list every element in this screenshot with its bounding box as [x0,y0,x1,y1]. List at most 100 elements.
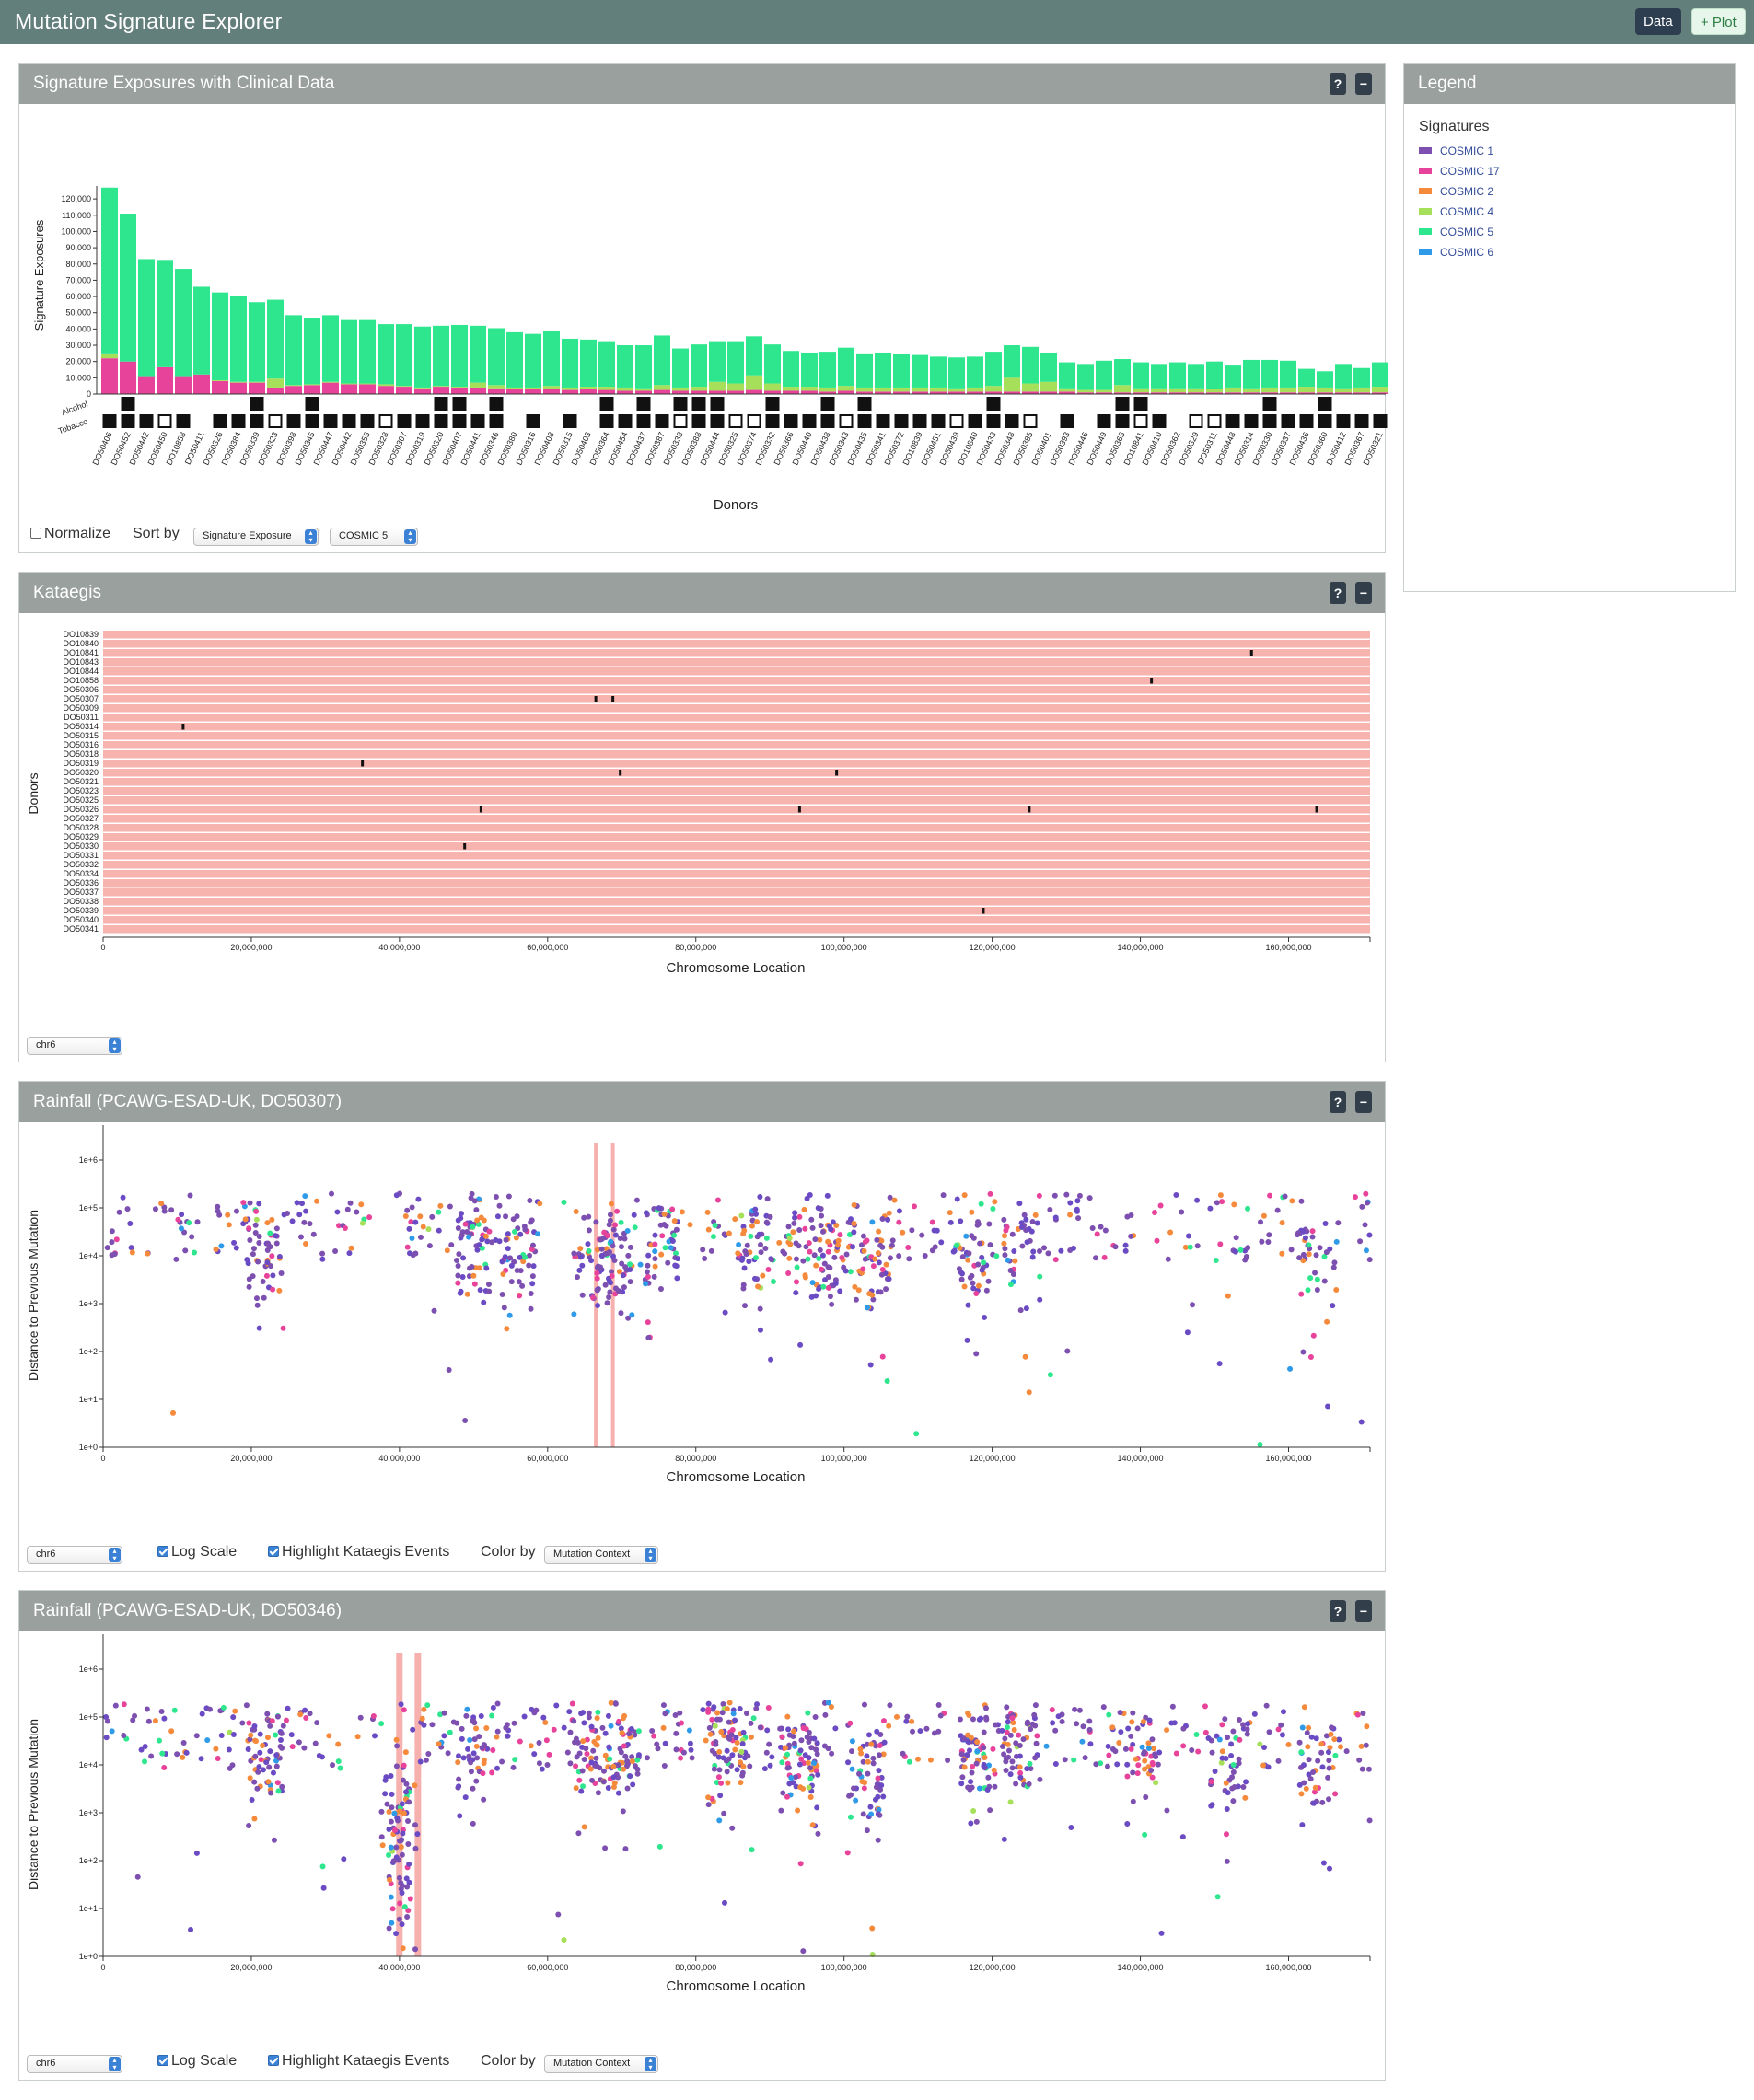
mutation-point [712,1223,718,1229]
mutation-point [1300,1228,1307,1235]
color-by-select[interactable]: Mutation Context ▴ ▾ [544,1546,658,1564]
mutation-point [1366,1232,1373,1238]
mutation-point [1027,1760,1033,1767]
help-button[interactable]: ? [1330,1600,1346,1622]
mutation-point [578,1788,585,1794]
mutation-point [142,1758,148,1765]
mutation-point [257,1731,263,1737]
mutation-point [1135,1762,1142,1769]
mutation-point [660,1724,667,1731]
donor-row [103,833,1370,841]
legend-label: COSMIC 5 [1440,226,1494,238]
mutation-point [598,1253,605,1259]
mutation-point [797,1861,804,1867]
mutation-point [1002,1735,1008,1742]
kataegis-event [1249,650,1253,656]
mutation-point [186,1220,192,1226]
mutation-point [618,1310,624,1317]
mutation-point [1300,1762,1307,1769]
mutation-point [885,1216,891,1223]
mutation-point [1330,1264,1337,1270]
mutation-point [465,1746,471,1752]
mutation-point [266,1764,273,1770]
mutation-point [687,1222,693,1228]
donor-row [103,787,1370,795]
checkbox-box[interactable] [268,1546,279,1557]
kataegis-highlight [396,1653,403,1956]
chromosome-select[interactable]: chr6 ▴ ▾ [27,1546,122,1564]
mutation-point [1002,1252,1008,1259]
sort-by-select[interactable]: Signature Exposure ▴ ▾ [193,528,319,546]
bar-segment [856,387,873,392]
mutation-point [421,1706,427,1712]
checkbox-box[interactable] [30,528,41,539]
clinical-tobacco-cell [765,414,780,428]
mutation-point [764,1727,771,1734]
mutation-point [1151,1746,1157,1752]
mutation-point [629,1758,635,1765]
minimize-button[interactable]: − [1355,1091,1372,1113]
chromosome-select[interactable]: chr6 ▴ ▾ [27,1037,122,1055]
help-button[interactable]: ? [1330,1091,1346,1113]
chromosome-select[interactable]: chr6 ▴ ▾ [27,2055,122,2073]
mutation-point [1037,1248,1043,1255]
color-by-value: Mutation Context [553,2058,631,2069]
sort-signature-select[interactable]: COSMIC 5 ▴ ▾ [330,528,418,546]
mutation-point [595,1263,601,1270]
mutation-point [1343,1748,1350,1755]
mutation-point [975,1261,982,1268]
checkbox-box[interactable] [157,1546,168,1557]
add-plot-button[interactable]: + Plot [1691,8,1746,35]
mutation-point [580,1783,587,1790]
mutation-point [1005,1754,1012,1760]
donor-row [103,658,1370,667]
mutation-point [1314,1276,1320,1282]
help-button[interactable]: ? [1330,582,1346,604]
mutation-point [782,1250,788,1257]
minimize-button[interactable]: − [1355,1600,1372,1622]
donor-label: DO50338 [63,897,99,906]
mutation-point [1185,1233,1191,1239]
checkbox-box[interactable] [157,2055,168,2066]
log-scale-checkbox[interactable]: Log Scale [157,2053,237,2070]
mutation-point [644,1755,650,1761]
data-button[interactable]: Data [1635,8,1681,35]
clinical-tobacco-cell [618,414,633,428]
mutation-point [610,1774,617,1781]
mutation-point [514,1213,520,1220]
mutation-point [762,1246,769,1252]
mutation-point [1049,1707,1055,1713]
rainfall-panel-1: Rainfall (PCAWG-ESAD-UK, DO50307) ? − 1e… [18,1081,1386,1572]
mutation-point [700,1707,706,1713]
mutation-point [735,1250,741,1257]
highlight-kataegis-checkbox[interactable]: Highlight Kataegis Events [268,1544,449,1560]
clinical-tobacco-cell [894,414,909,428]
log-scale-checkbox[interactable]: Log Scale [157,1544,237,1560]
mutation-point [847,1720,854,1726]
y-tick-label: 1e+6 [79,1155,98,1165]
minimize-button[interactable]: − [1355,582,1372,604]
mutation-point [1357,1238,1364,1245]
bar-segment [691,344,707,388]
bar-segment [451,387,468,388]
minimize-button[interactable]: − [1355,73,1372,95]
mutation-point [643,1281,649,1287]
mutation-point [607,1217,613,1224]
mutation-point [851,1201,857,1208]
mutation-point [1028,1765,1034,1771]
bar-segment [488,328,505,386]
mutation-point [717,1793,724,1799]
highlight-kataegis-checkbox[interactable]: Highlight Kataegis Events [268,2053,449,2070]
mutation-point [1217,1192,1224,1199]
mutation-point [396,1916,402,1922]
color-by-select[interactable]: Mutation Context ▴ ▾ [544,2055,658,2073]
normalize-checkbox[interactable]: Normalize [30,526,110,542]
mutation-point [849,1748,855,1755]
mutation-point [444,1247,450,1254]
bar-segment [1317,392,1333,394]
mutation-point [618,1244,624,1250]
checkbox-box[interactable] [268,2055,279,2066]
mutation-point [741,1303,748,1309]
help-button[interactable]: ? [1330,73,1346,95]
mutation-point [1134,1725,1141,1732]
